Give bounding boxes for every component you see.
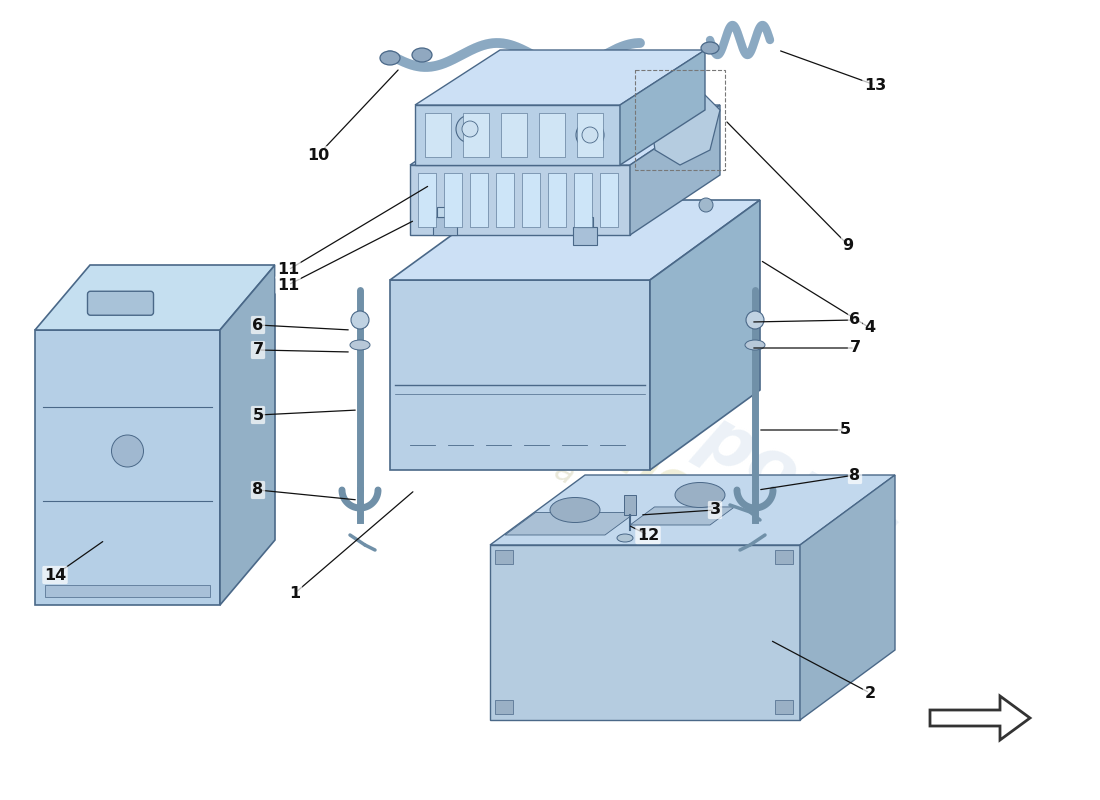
Polygon shape (444, 173, 462, 227)
Text: 8: 8 (252, 482, 264, 498)
Text: 8: 8 (849, 467, 860, 482)
Circle shape (111, 435, 143, 467)
Polygon shape (410, 165, 630, 235)
Text: 6: 6 (849, 313, 860, 327)
Text: 10: 10 (307, 147, 329, 162)
Polygon shape (624, 495, 636, 515)
Ellipse shape (701, 42, 719, 54)
Text: 11: 11 (277, 262, 299, 278)
Text: a passion for parts: a passion for parts (549, 456, 811, 624)
Polygon shape (470, 173, 488, 227)
Text: since 1985: since 1985 (569, 408, 871, 612)
Polygon shape (496, 173, 514, 227)
Polygon shape (500, 113, 527, 157)
Text: eurosports: eurosports (491, 290, 909, 570)
Ellipse shape (350, 340, 370, 350)
Polygon shape (433, 217, 456, 235)
Polygon shape (495, 700, 513, 714)
Polygon shape (463, 113, 490, 157)
Ellipse shape (379, 51, 400, 65)
Text: 5: 5 (252, 407, 264, 422)
Ellipse shape (745, 340, 764, 350)
Circle shape (351, 311, 369, 329)
Circle shape (446, 201, 460, 215)
Text: 7: 7 (252, 342, 264, 358)
Polygon shape (490, 475, 895, 545)
Circle shape (462, 121, 478, 137)
Polygon shape (573, 227, 597, 245)
Bar (635, 70, 725, 170)
Polygon shape (437, 207, 453, 217)
Polygon shape (390, 280, 650, 470)
Polygon shape (630, 105, 720, 235)
Text: 13: 13 (864, 78, 887, 93)
Text: 9: 9 (843, 238, 854, 253)
Polygon shape (505, 513, 636, 535)
Polygon shape (578, 113, 603, 157)
Polygon shape (220, 265, 275, 605)
Text: 11: 11 (277, 278, 299, 293)
Polygon shape (930, 696, 1030, 740)
Ellipse shape (412, 48, 432, 62)
Ellipse shape (675, 482, 725, 507)
Circle shape (746, 311, 764, 329)
Polygon shape (410, 105, 720, 165)
Text: 3: 3 (710, 502, 720, 518)
Polygon shape (495, 550, 513, 564)
Text: 6: 6 (252, 318, 264, 333)
Text: 2: 2 (865, 686, 876, 701)
Polygon shape (35, 330, 220, 605)
Polygon shape (800, 475, 895, 720)
Polygon shape (640, 75, 720, 165)
Polygon shape (539, 113, 565, 157)
Ellipse shape (550, 498, 600, 522)
Polygon shape (35, 265, 275, 330)
Circle shape (456, 115, 484, 143)
Polygon shape (418, 173, 436, 227)
Polygon shape (630, 507, 735, 525)
Polygon shape (600, 173, 618, 227)
Polygon shape (45, 585, 210, 597)
Text: 14: 14 (44, 567, 66, 582)
Circle shape (576, 121, 604, 149)
Polygon shape (776, 700, 793, 714)
Polygon shape (490, 545, 800, 720)
FancyBboxPatch shape (88, 291, 154, 315)
Polygon shape (776, 550, 793, 564)
Text: 5: 5 (839, 422, 850, 438)
Polygon shape (522, 173, 540, 227)
Circle shape (698, 198, 713, 212)
Polygon shape (548, 173, 566, 227)
Polygon shape (574, 173, 592, 227)
Text: 4: 4 (865, 321, 876, 335)
Ellipse shape (617, 534, 632, 542)
Polygon shape (415, 105, 620, 165)
Circle shape (582, 127, 598, 143)
Polygon shape (425, 113, 451, 157)
Polygon shape (390, 200, 760, 280)
Polygon shape (578, 217, 593, 227)
Text: 7: 7 (849, 341, 860, 355)
Text: 1: 1 (289, 586, 300, 601)
Polygon shape (650, 200, 760, 470)
Polygon shape (415, 50, 705, 105)
Polygon shape (620, 50, 705, 165)
Text: 12: 12 (637, 527, 659, 542)
